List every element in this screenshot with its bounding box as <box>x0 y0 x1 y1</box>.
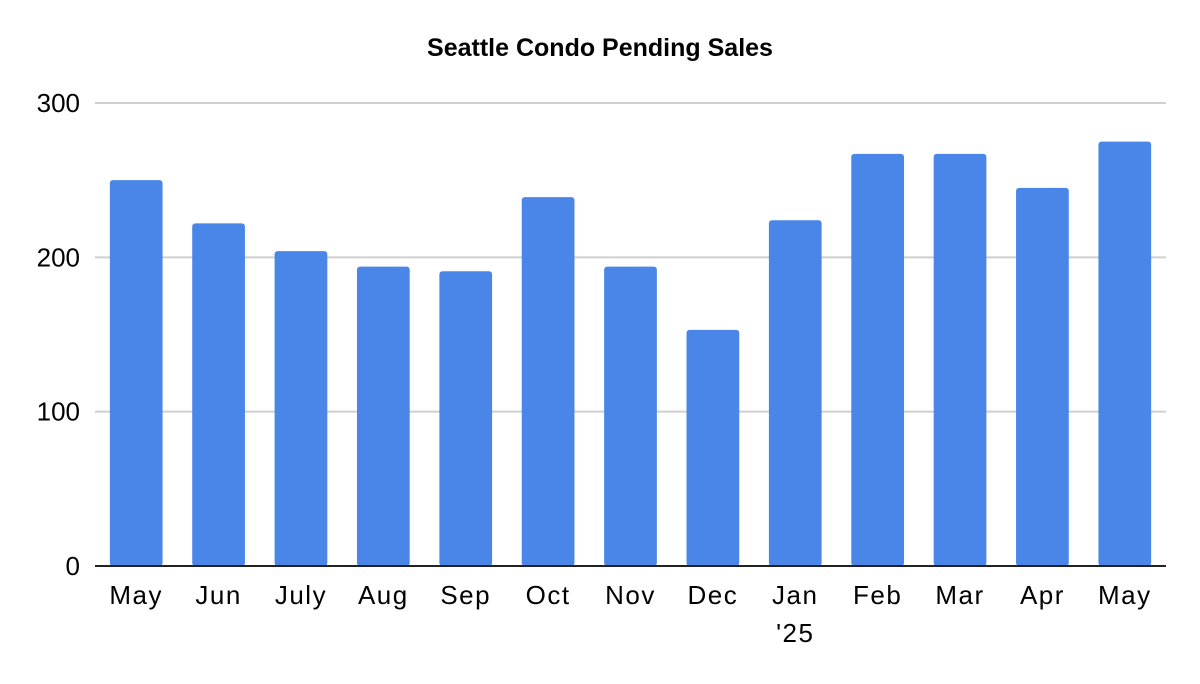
bar-11 <box>933 153 987 566</box>
bar-12 <box>1016 187 1069 566</box>
x-tick-label: Aug <box>358 580 409 610</box>
x-tick-label: Mar <box>935 580 984 610</box>
x-tick-label: Sep <box>440 580 491 610</box>
y-tick-label: 300 <box>37 88 80 118</box>
y-tick-label: 100 <box>37 397 80 427</box>
bar-10 <box>851 153 905 566</box>
x-axis-ticks: May Jun July Aug Sep Oct Nov Dec Jan '25 Feb Mar Apr… <box>109 580 1152 648</box>
bar-3 <box>274 251 328 566</box>
bar-4 <box>356 266 410 566</box>
bar-5 <box>439 271 493 566</box>
x-tick-label: Nov <box>605 580 656 610</box>
x-tick-label: Jun <box>195 580 241 610</box>
y-tick-label: 200 <box>37 242 80 272</box>
bar-7 <box>604 266 657 566</box>
bar-13 <box>1098 141 1152 567</box>
x-tick-label: Oct <box>526 580 571 610</box>
bars <box>109 141 1152 567</box>
x-tick-label: May <box>1098 580 1152 610</box>
bar-9 <box>768 220 822 566</box>
bar-2 <box>192 223 245 566</box>
x-tick-label: July <box>275 580 327 610</box>
bar-6 <box>521 197 575 567</box>
bar-8 <box>686 329 740 566</box>
y-tick-label: 0 <box>66 551 80 581</box>
bar-1 <box>109 180 163 566</box>
x-tick-label: Apr <box>1020 580 1065 610</box>
chart-title: Seattle Condo Pending Sales <box>427 34 773 62</box>
x-tick-label: May <box>109 580 163 610</box>
x-tick-label: Dec <box>688 580 739 610</box>
y-axis-ticks: 0 100 200 300 <box>37 88 80 581</box>
x-tick-label: Jan '25 <box>772 580 818 648</box>
x-tick-label: Feb <box>853 580 902 610</box>
